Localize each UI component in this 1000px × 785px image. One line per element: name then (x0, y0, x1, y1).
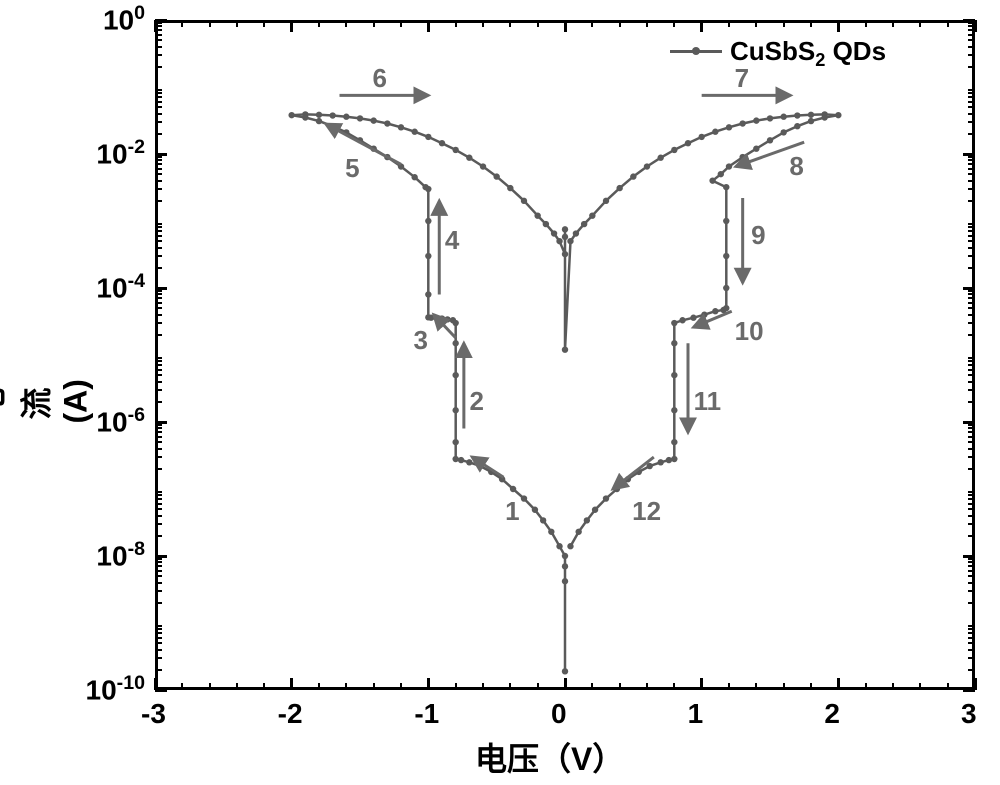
ytick-label: 10-8 (96, 538, 145, 572)
arrow-label-8: 8 (789, 151, 803, 182)
arrow-label-6: 6 (373, 63, 387, 94)
xtick-label: -1 (414, 698, 439, 730)
xtick-label: -2 (278, 698, 303, 730)
ytick-label: 100 (103, 2, 145, 36)
ytick-label: 10-10 (86, 672, 145, 706)
x-axis-title: 电压（V） (475, 734, 624, 780)
arrow-label-9: 9 (751, 220, 765, 251)
legend-text: CuSbS2 QDs (730, 36, 886, 71)
arrow-label-12: 12 (632, 496, 661, 527)
iv-curve-figure: -3-2-10123 10-1010-810-610-410-2100 电压（V… (0, 0, 1000, 785)
arrow-label-11: 11 (694, 386, 722, 417)
arrow-label-10: 10 (735, 316, 764, 347)
legend-marker (692, 47, 700, 55)
arrow-label-4: 4 (445, 225, 459, 256)
arrow-label-2: 2 (470, 386, 484, 417)
ytick-label: 10-4 (96, 270, 145, 304)
arrow-label-3: 3 (414, 325, 428, 356)
y-axis-title: 电流 (A) (0, 379, 94, 423)
ytick-label: 10-6 (96, 404, 145, 438)
curve-svg (0, 0, 1000, 785)
xtick-label: 0 (551, 698, 567, 730)
xtick-label: 3 (961, 698, 977, 730)
arrow-label-1: 1 (505, 496, 519, 527)
arrow-label-5: 5 (345, 153, 359, 184)
xtick-label: 2 (824, 698, 840, 730)
arrow-label-7: 7 (735, 63, 749, 94)
ytick-label: 10-2 (96, 136, 145, 170)
xtick-label: 1 (688, 698, 704, 730)
y-axis-title-container: 电流 (A) (0, 384, 95, 424)
